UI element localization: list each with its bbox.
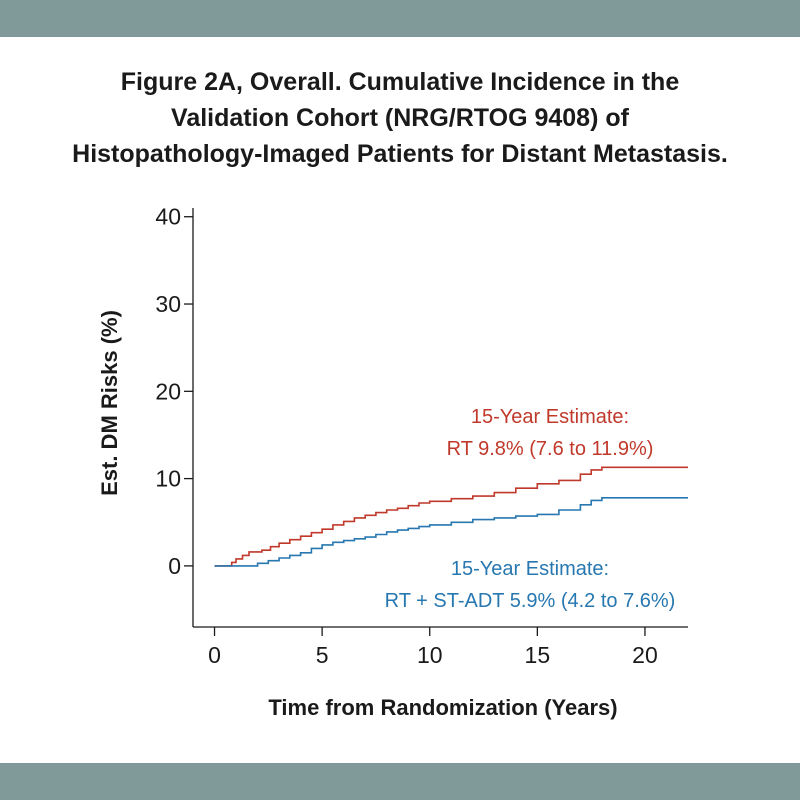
bottom-frame-band xyxy=(0,763,800,800)
x-tick-label: 15 xyxy=(525,642,551,668)
annotation-rt-line-2: RT 9.8% (7.6 to 11.9%) xyxy=(447,438,654,460)
x-tick-label: 20 xyxy=(632,642,658,668)
x-tick-label: 10 xyxy=(417,642,443,668)
y-tick-label: 0 xyxy=(168,553,181,579)
figure-title-line-2: Validation Cohort (NRG/RTOG 9408) of xyxy=(171,104,629,132)
annotation-rt-line-1: 15-Year Estimate: xyxy=(471,406,629,428)
x-axis-title: Time from Randomization (Years) xyxy=(268,695,617,720)
annotation-rt_st_adt-line-1: 15-Year Estimate: xyxy=(451,558,609,580)
y-tick-label: 40 xyxy=(155,204,181,230)
figure-title-line-1: Figure 2A, Overall. Cumulative Incidence… xyxy=(120,68,680,96)
figure-title: Figure 2A, Overall. Cumulative Incidence… xyxy=(20,64,780,172)
x-tick-label: 0 xyxy=(208,642,221,668)
series-line-rt_st_adt xyxy=(214,497,688,567)
y-tick-label: 20 xyxy=(155,378,181,404)
series-line-rt xyxy=(214,466,688,567)
x-tick-label: 5 xyxy=(316,642,329,668)
figure-title-line-3: Histopathology-Imaged Patients for Dista… xyxy=(72,140,728,168)
top-frame-band xyxy=(0,0,800,37)
annotation-rt_st_adt-line-2: RT + ST-ADT 5.9% (4.2 to 7.6%) xyxy=(385,590,676,612)
chart-axes: 0 10 20 30 40 0 5 10 15 20 xyxy=(155,204,688,668)
y-tick-label: 10 xyxy=(155,466,181,492)
y-axis-title: Est. DM Risks (%) xyxy=(97,310,122,496)
chart-annotations: 15-Year Estimate: RT 9.8% (7.6 to 11.9%) 1… xyxy=(385,406,676,612)
y-tick-label: 30 xyxy=(155,291,181,317)
chart-series xyxy=(214,466,688,567)
